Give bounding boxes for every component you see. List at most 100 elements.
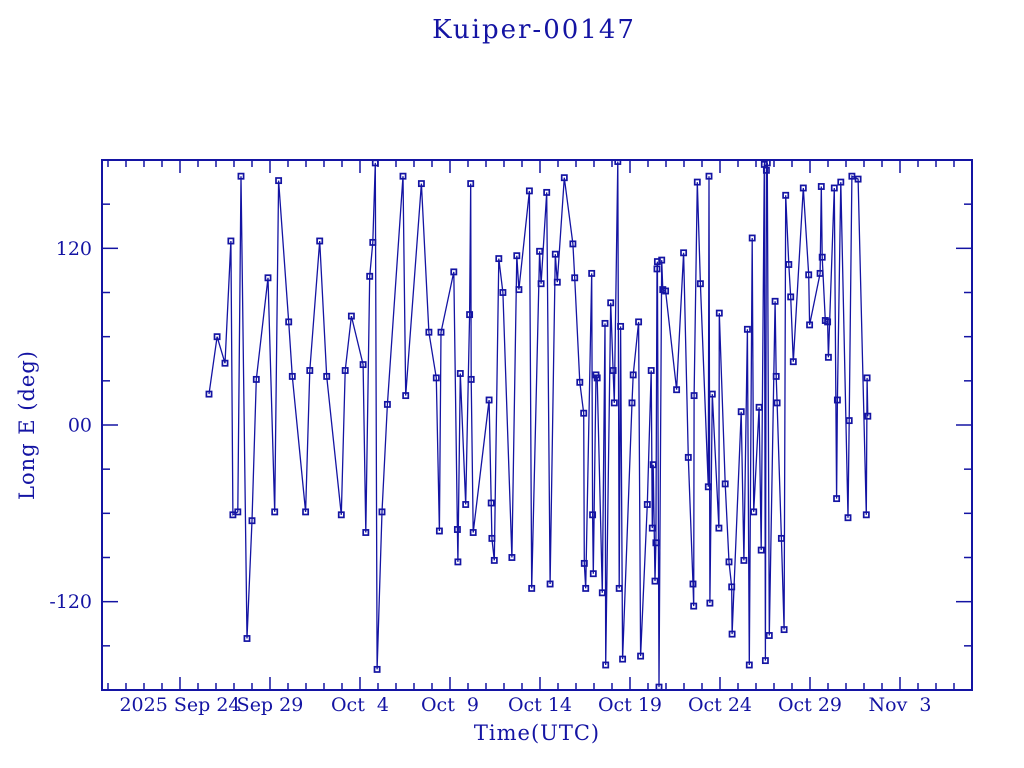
- data-point-marker: [525, 187, 533, 195]
- x-tick-label: 2025 Sep 24: [119, 694, 240, 716]
- data-point-marker: [373, 665, 381, 673]
- data-point-marker: [651, 577, 659, 585]
- data-point-marker: [755, 403, 763, 411]
- data-point-marker: [601, 319, 609, 327]
- data-point-marker: [773, 399, 781, 407]
- data-point-marker: [432, 374, 440, 382]
- data-point-marker: [593, 374, 601, 382]
- y-axis-label: Long E (deg): [15, 350, 39, 500]
- data-point-marker: [560, 174, 568, 182]
- data-point-marker: [845, 417, 853, 425]
- data-point-marker: [848, 172, 856, 180]
- data-point-marker: [602, 661, 610, 669]
- data-point-marker: [383, 400, 391, 408]
- data-point-marker: [750, 508, 758, 516]
- data-point-marker: [425, 328, 433, 336]
- data-point-marker: [837, 178, 845, 186]
- data-point-marker: [435, 527, 443, 535]
- data-point-marker: [488, 534, 496, 542]
- data-point-marker: [617, 322, 625, 330]
- data-point-marker: [673, 386, 681, 394]
- data-point-marker: [306, 367, 314, 374]
- data-point-marker: [649, 461, 657, 469]
- data-point-marker: [285, 318, 293, 326]
- data-point-marker: [721, 480, 729, 488]
- data-point-marker: [705, 172, 713, 180]
- data-point-marker: [487, 499, 495, 507]
- x-tick-label: Oct 24: [688, 694, 752, 716]
- data-point-marker: [607, 299, 615, 307]
- data-point-marker: [789, 358, 797, 366]
- data-point-marker: [715, 309, 723, 317]
- data-point-marker: [275, 177, 283, 185]
- data-series: [205, 160, 872, 690]
- data-point-marker: [323, 372, 331, 380]
- data-point-marker: [658, 256, 666, 264]
- y-tick-label: -120: [49, 591, 92, 613]
- data-point-marker: [824, 353, 832, 361]
- data-point-marker: [619, 655, 627, 663]
- data-point-marker: [830, 184, 838, 192]
- data-point-marker: [366, 272, 374, 280]
- data-point-marker: [740, 556, 748, 564]
- data-point-marker: [629, 371, 637, 379]
- data-point-marker: [454, 558, 462, 566]
- data-point-marker: [316, 237, 324, 245]
- data-point-marker: [466, 311, 474, 319]
- data-point-marker: [628, 399, 636, 407]
- data-point-marker: [648, 524, 656, 532]
- data-point-marker: [221, 359, 229, 367]
- data-point-marker: [205, 390, 213, 398]
- data-point-marker: [817, 183, 825, 190]
- data-point-marker: [652, 539, 660, 547]
- data-point-marker: [543, 188, 551, 196]
- data-point-marker: [378, 508, 386, 516]
- data-point-marker: [725, 558, 733, 566]
- chart-title: Kuiper-00147: [432, 15, 636, 45]
- data-point-marker: [402, 392, 410, 400]
- data-point-marker: [508, 554, 516, 561]
- data-point-marker: [598, 589, 606, 597]
- data-point-marker: [571, 274, 579, 282]
- data-point-marker: [805, 271, 813, 279]
- data-point-marker: [495, 255, 503, 263]
- x-axis-label: Time(UTC): [473, 721, 601, 745]
- data-point-marker: [615, 584, 623, 592]
- data-point-marker: [580, 409, 588, 417]
- data-point-marker: [690, 392, 698, 400]
- data-point-marker: [528, 584, 536, 592]
- data-point-marker: [243, 635, 251, 642]
- data-point-marker: [337, 511, 345, 519]
- data-point-marker: [469, 529, 477, 536]
- x-tick-label: Nov 3: [869, 694, 932, 716]
- data-point-marker: [782, 191, 790, 199]
- data-point-marker: [499, 289, 507, 296]
- data-point-marker: [453, 526, 461, 533]
- data-point-marker: [399, 172, 407, 180]
- data-point-marker: [728, 583, 736, 591]
- data-point-marker: [456, 370, 464, 377]
- data-point-marker: [745, 661, 753, 669]
- data-point-marker: [271, 508, 279, 516]
- data-point-marker: [833, 396, 841, 404]
- data-point-marker: [824, 318, 832, 326]
- data-point-marker: [537, 280, 545, 288]
- data-point-marker: [580, 559, 588, 567]
- data-point-marker: [359, 361, 367, 369]
- data-point-marker: [777, 534, 785, 542]
- data-point-marker: [609, 367, 617, 374]
- data-point-marker: [369, 238, 377, 246]
- x-tick-label: Oct 4: [331, 694, 389, 716]
- data-point-marker: [614, 160, 622, 165]
- data-point-marker: [513, 252, 521, 260]
- data-point-marker: [737, 408, 745, 416]
- data-point-marker: [715, 524, 723, 532]
- data-point-marker: [696, 280, 704, 288]
- data-point-marker: [765, 632, 773, 639]
- data-point-marker: [237, 172, 245, 180]
- data-point-marker: [490, 556, 498, 564]
- data-point-marker: [772, 372, 780, 380]
- data-point-marker: [637, 652, 645, 660]
